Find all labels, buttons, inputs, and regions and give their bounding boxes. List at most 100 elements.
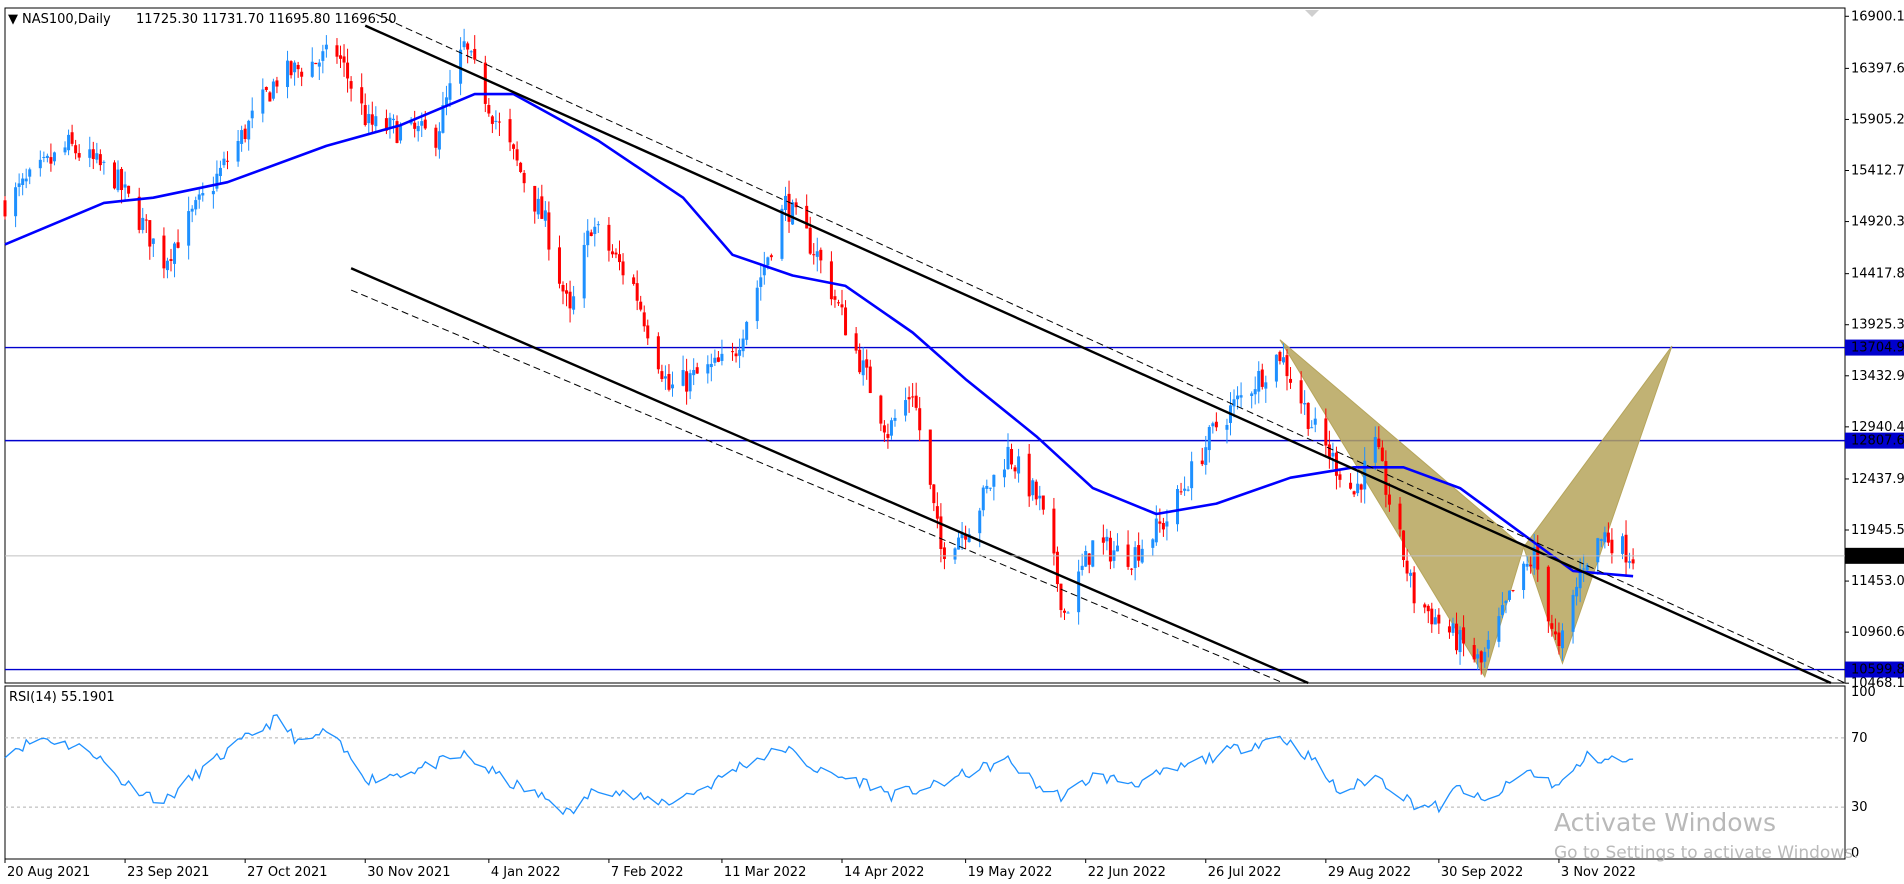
candle bbox=[416, 121, 420, 142]
candle bbox=[141, 207, 145, 234]
candle-body bbox=[52, 152, 56, 162]
candle-body bbox=[1264, 382, 1268, 389]
candle bbox=[840, 289, 844, 316]
candle-body bbox=[102, 161, 106, 163]
candle-body bbox=[296, 64, 300, 70]
candle-body bbox=[1412, 572, 1416, 604]
candle-body bbox=[346, 62, 350, 79]
candle-body bbox=[1532, 547, 1536, 569]
candle-body bbox=[1084, 550, 1088, 567]
candle bbox=[1624, 520, 1628, 577]
candle bbox=[1225, 418, 1229, 444]
candle-body bbox=[1006, 446, 1010, 470]
rsi-pane[interactable]: RSI(14) 55.1901 bbox=[4, 685, 1846, 860]
price-tick-label: 10468.15 bbox=[1851, 676, 1904, 691]
candle bbox=[1550, 614, 1554, 637]
candle-body bbox=[1455, 623, 1459, 651]
candle bbox=[734, 346, 738, 363]
candle-body bbox=[769, 255, 773, 258]
price-tick-label: 14920.30 bbox=[1851, 215, 1904, 230]
candle bbox=[1497, 607, 1501, 648]
candle-body bbox=[1225, 424, 1229, 430]
candle bbox=[1582, 554, 1586, 582]
candle bbox=[1324, 408, 1328, 458]
candle bbox=[222, 151, 226, 168]
candle bbox=[95, 142, 99, 164]
candle bbox=[98, 149, 102, 171]
candle-body bbox=[3, 200, 7, 217]
candle bbox=[794, 198, 798, 215]
candle-body bbox=[1578, 571, 1582, 589]
candle bbox=[1575, 577, 1579, 606]
candle bbox=[536, 187, 540, 220]
candle bbox=[264, 86, 268, 92]
price-pane[interactable]: ▼ NAS100,Daily 11725.30 11731.70 11695.8… bbox=[3, 7, 1846, 685]
candle-body bbox=[1462, 627, 1466, 644]
level-price-tag-label: 10599.81 bbox=[1851, 663, 1904, 678]
candle-body bbox=[1055, 551, 1059, 585]
candle-body bbox=[197, 194, 201, 200]
candle bbox=[1500, 592, 1504, 619]
candle-body bbox=[836, 302, 840, 304]
candle bbox=[1260, 363, 1264, 390]
rsi-pane-frame bbox=[4, 685, 1846, 860]
candle bbox=[1349, 473, 1353, 490]
candle bbox=[1578, 558, 1582, 603]
candle bbox=[70, 124, 74, 147]
rsi-label: RSI(14) 55.1901 bbox=[9, 690, 115, 705]
price-tick-label: 13925.35 bbox=[1851, 318, 1904, 333]
candle-body bbox=[1621, 536, 1625, 554]
candle bbox=[741, 329, 745, 358]
candle-body bbox=[194, 200, 198, 210]
candle bbox=[692, 358, 696, 386]
candle-body bbox=[95, 153, 99, 160]
time-tick-label: 30 Sep 2022 bbox=[1441, 865, 1523, 880]
candle bbox=[137, 187, 141, 234]
candle bbox=[716, 350, 720, 363]
candle bbox=[879, 394, 883, 432]
candle-body bbox=[1281, 357, 1285, 363]
candle bbox=[391, 114, 395, 134]
candle-body bbox=[1628, 561, 1632, 563]
candle bbox=[1571, 589, 1575, 644]
candle bbox=[1080, 553, 1084, 576]
candle bbox=[1289, 367, 1293, 389]
candle bbox=[928, 429, 932, 490]
candle-body bbox=[1338, 474, 1342, 480]
candle bbox=[1253, 376, 1257, 405]
candle-body bbox=[190, 208, 194, 212]
candle-body bbox=[271, 81, 275, 99]
candle-body bbox=[632, 277, 636, 284]
candle bbox=[829, 251, 833, 306]
candle-body bbox=[1200, 460, 1204, 465]
candle bbox=[911, 383, 915, 407]
candle bbox=[190, 205, 194, 223]
dropdown-icon[interactable]: ▼ bbox=[8, 12, 18, 27]
candle bbox=[116, 160, 120, 193]
candle-body bbox=[780, 208, 784, 259]
candle-body bbox=[663, 376, 667, 379]
candle-body bbox=[1384, 461, 1388, 495]
candle-body bbox=[289, 61, 293, 76]
candle-body bbox=[557, 247, 561, 284]
candle-body bbox=[444, 97, 448, 106]
candle bbox=[589, 229, 593, 237]
candle-body bbox=[374, 116, 378, 127]
candle bbox=[1204, 435, 1208, 475]
candle bbox=[218, 160, 222, 185]
candle bbox=[593, 217, 597, 247]
candle bbox=[275, 76, 279, 94]
candle-body bbox=[494, 120, 498, 122]
candle-body bbox=[483, 62, 487, 104]
candle bbox=[663, 365, 667, 390]
candle-body bbox=[1154, 518, 1158, 543]
candle-body bbox=[1373, 437, 1377, 463]
candle-body bbox=[497, 121, 501, 123]
candle-body bbox=[1504, 600, 1508, 604]
candle bbox=[342, 44, 346, 77]
candle bbox=[1458, 626, 1462, 665]
candle-body bbox=[1041, 495, 1045, 510]
candle bbox=[1108, 530, 1112, 570]
candle bbox=[964, 525, 968, 549]
